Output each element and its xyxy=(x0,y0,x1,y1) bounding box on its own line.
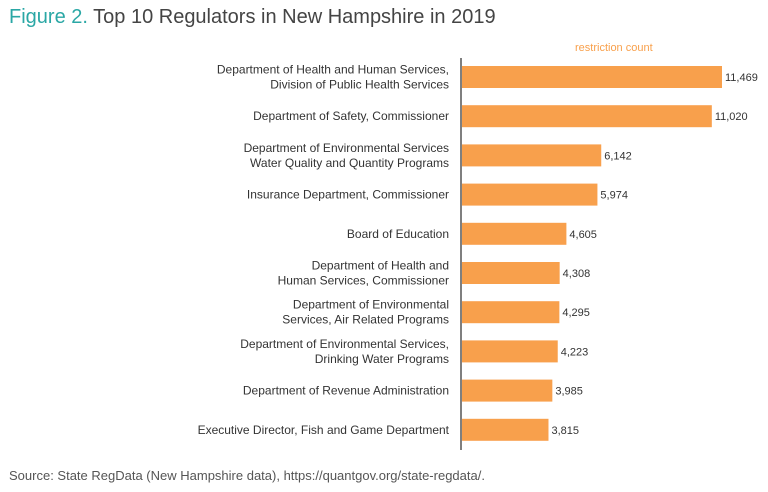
bar xyxy=(462,340,558,363)
bar xyxy=(462,183,598,206)
value-label: 5,974 xyxy=(600,190,628,202)
source-note: Source: State RegData (New Hampshire dat… xyxy=(9,468,485,483)
bar xyxy=(462,105,712,128)
category-label: Department of Environmental Services, xyxy=(240,337,449,351)
value-label: 11,020 xyxy=(715,111,748,123)
category-label: Department of Environmental xyxy=(293,298,449,312)
bar xyxy=(462,144,602,167)
category-label: Department of Safety, Commissioner xyxy=(253,109,449,123)
legend-label: restriction count xyxy=(575,42,653,54)
category-label: Drinking Water Programs xyxy=(315,352,449,366)
bar xyxy=(462,262,560,284)
value-label: 6,142 xyxy=(604,150,632,162)
category-label: Department of Health and xyxy=(312,259,449,273)
bar-chart: 11,469 Department of Health and Human Ser… xyxy=(198,58,758,450)
category-label: Board of Education xyxy=(347,227,449,241)
category-label: Executive Director, Fish and Game Depart… xyxy=(198,423,450,437)
category-label: Water Quality and Quantity Programs xyxy=(250,156,449,170)
title-text: Top 10 Regulators in New Hampshire in 20… xyxy=(93,6,496,28)
figure-label: Figure 2. xyxy=(9,6,88,28)
category-label: Department of Health and Human Services, xyxy=(217,63,449,77)
category-label: Insurance Department, Commissioner xyxy=(247,188,449,202)
bar xyxy=(462,379,553,402)
bar xyxy=(462,66,722,88)
bar xyxy=(462,301,560,324)
chart-title: Figure 2. Top 10 Regulators in New Hamps… xyxy=(9,6,496,29)
category-label: Department of Environmental Services xyxy=(244,141,449,155)
value-label: 3,815 xyxy=(551,425,579,437)
category-label: Department of Revenue Administration xyxy=(243,384,449,398)
value-label: 4,605 xyxy=(569,229,597,241)
value-label: 4,308 xyxy=(563,268,591,280)
category-label: Services, Air Related Programs xyxy=(282,313,449,327)
bar xyxy=(462,418,549,441)
value-label: 3,985 xyxy=(555,386,583,398)
value-label: 11,469 xyxy=(725,72,758,84)
bar xyxy=(462,222,567,245)
category-label: Human Services, Commissioner xyxy=(278,274,449,288)
value-label: 4,295 xyxy=(562,307,590,319)
category-label: Division of Public Health Services xyxy=(270,78,449,92)
value-label: 4,223 xyxy=(561,346,589,358)
